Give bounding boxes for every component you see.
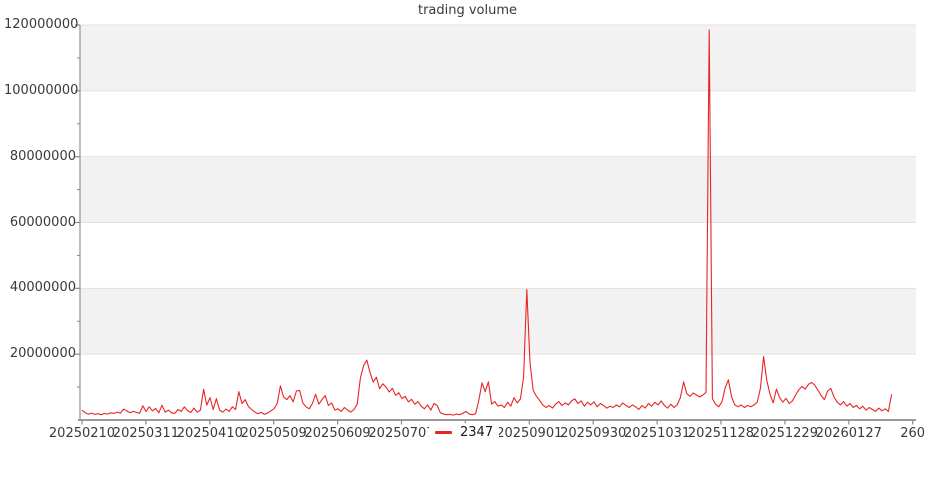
x-tick-label: 20250901 — [496, 426, 563, 441]
y-tick-label: 40000000 — [9, 280, 76, 296]
series-line — [81, 29, 893, 416]
x-tick-label: 20250609 — [304, 426, 371, 441]
background-band — [80, 25, 916, 91]
x-tick-label: 20251229 — [751, 426, 818, 441]
x-tick-label: 20250509 — [240, 426, 307, 441]
chart-title: trading volume — [417, 3, 518, 18]
background-band — [80, 288, 916, 355]
y-tick-label: 80000000 — [9, 148, 76, 164]
x-tick-label: 20250410 — [176, 426, 243, 441]
legend-line-icon — [435, 431, 452, 434]
x-tick-label: 20250311 — [112, 426, 179, 441]
y-tick-label: 20000000 — [9, 346, 76, 362]
legend-series-label: 2347 — [460, 425, 494, 440]
x-tick-label: 20251031 — [624, 426, 691, 441]
y-tick-label: 60000000 — [9, 214, 76, 230]
y-tick-label: 100000000 — [4, 82, 79, 98]
x-tick-label: 20250210 — [48, 426, 116, 441]
background-band — [80, 156, 916, 223]
legend: 2347 — [429, 423, 500, 442]
x-tick-label: 20250707 — [368, 426, 435, 441]
x-tick-label: 20251128 — [687, 426, 755, 441]
y-tick-label: 120000000 — [4, 17, 79, 32]
x-tick-label: 260 — [900, 426, 926, 441]
x-tick-label: 20250930 — [560, 426, 627, 441]
x-tick-label: 20260127 — [815, 426, 882, 441]
